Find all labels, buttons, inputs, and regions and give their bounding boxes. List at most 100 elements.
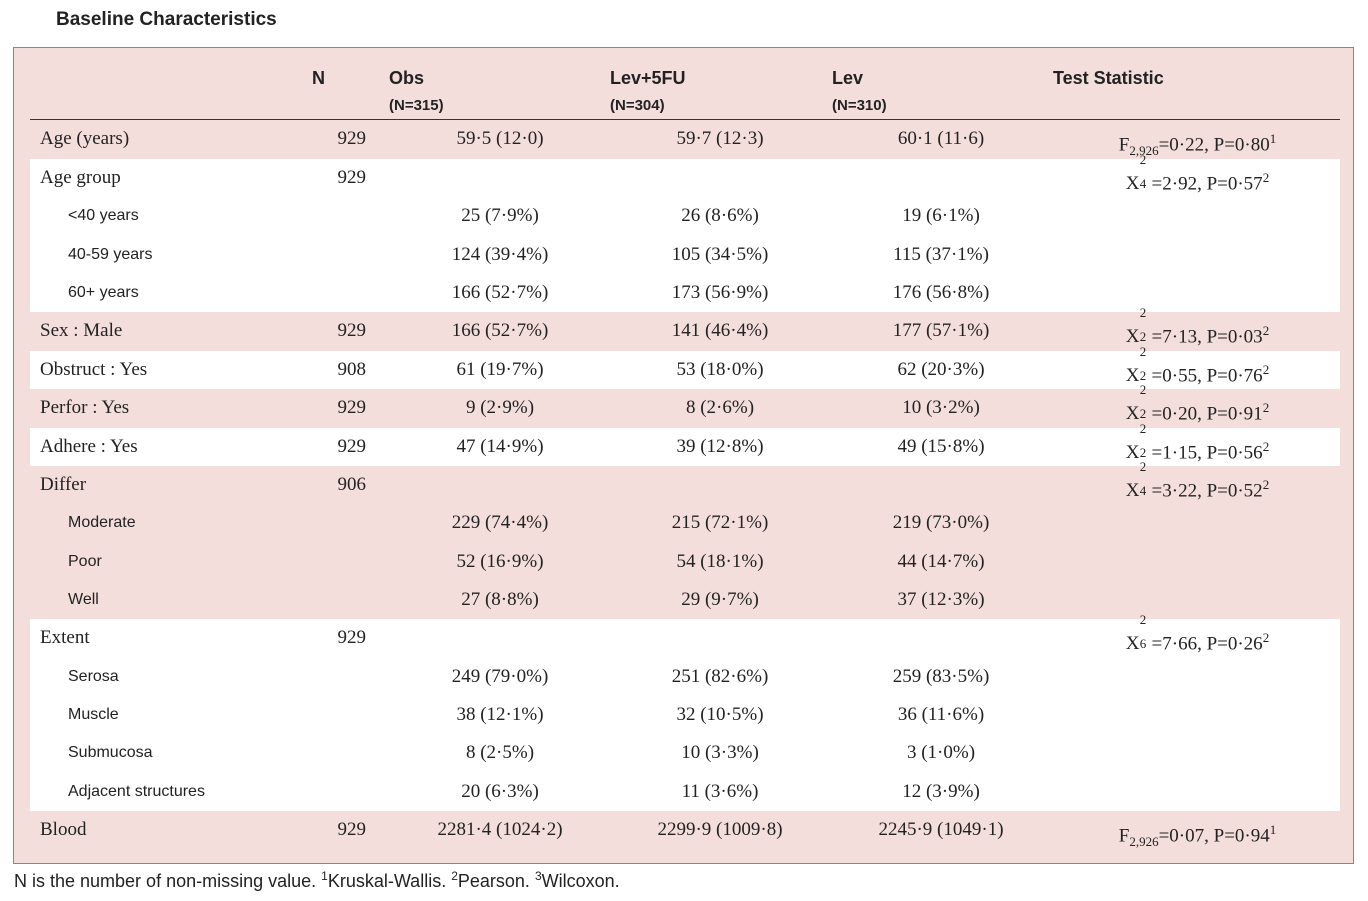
row-n: 929 [337,128,367,149]
row-label: Adjacent structures [68,783,205,800]
header-test-statistic: Test Statistic [1053,68,1164,88]
table-row: Extent 929 X 2 6 =7·66, P=0·262 [0,613,1368,657]
row-obs: 38 (12·1%) [456,704,544,725]
row-label: Obstruct : Yes [40,359,148,380]
row-lev: 62 (20·3%) [897,359,985,380]
header-lev: Lev (N=310) [832,68,887,114]
row-lev: 36 (11·6%) [897,704,985,725]
row-lev: 2245·9 (1049·1) [878,819,1004,840]
row-lev: 49 (15·8%) [897,436,985,457]
row-lev: 3 (1·0%) [906,742,976,763]
row-label: Submucosa [68,744,153,761]
row-lev: 37 (12·3%) [897,589,985,610]
row-obs: 27 (8·8%) [461,589,539,610]
table-row: Obstruct : Yes 908 61 (19·7%) 53 (18·0%)… [0,345,1368,389]
row-lev: 177 (57·1%) [892,320,990,341]
row-test-statistic: X 2 2 =0·55, P=0·762 [1125,344,1270,387]
row-lev: 176 (56·8%) [892,282,990,303]
row-obs: 25 (7·9%) [461,205,539,226]
row-label: Extent [40,627,90,648]
row-label: Muscle [68,706,119,723]
row-obs: 229 (74·4%) [451,512,549,533]
row-obs: 124 (39·4%) [451,244,549,265]
row-n: 929 [337,627,367,648]
table-row: Adjacent structures 20 (6·3%) 11 (3·6%) … [0,773,1368,811]
row-obs: 52 (16·9%) [456,551,544,572]
row-lev5fu: 173 (56·9%) [671,282,769,303]
row-lev: 259 (83·5%) [892,666,990,687]
row-n: 929 [337,397,367,418]
row-lev: 115 (37·1%) [893,244,989,265]
row-obs: 8 (2·5%) [465,742,535,763]
row-label: <40 years [68,207,139,224]
row-lev5fu: 32 (10·5%) [676,704,764,725]
table-row: Age group 929 X 2 4 =2·92, P=0·572 [0,153,1368,197]
row-lev5fu: 2299·9 (1009·8) [657,819,783,840]
row-label: Poor [68,553,102,570]
header-obs-label: Obs [389,68,425,88]
header-obs-count: (N=315) [389,97,444,114]
table-row: Moderate 229 (74·4%) 215 (72·1%) 219 (73… [0,504,1368,542]
table-row: Muscle 38 (12·1%) 32 (10·5%) 36 (11·6%) [0,696,1368,734]
table-row: Perfor : Yes 929 9 (2·9%) 8 (2·6%) 10 (3… [0,383,1368,427]
row-band-agegroup [30,159,1340,312]
row-label: Differ [40,474,87,495]
row-lev5fu: 53 (18·0%) [676,359,764,380]
row-label: Well [68,591,99,608]
row-label: Serosa [68,668,119,685]
row-band-obstruct [30,351,1340,389]
row-test-statistic: X 2 2 =1·15, P=0·562 [1125,421,1270,464]
row-lev5fu: 11 (3·6%) [681,781,759,802]
row-label: Age group [40,167,121,188]
header-obs: Obs (N=315) [389,68,444,114]
header-lev-label: Lev [832,68,864,88]
row-label: Blood [40,819,87,840]
row-lev5fu: 215 (72·1%) [671,512,769,533]
header-lev5fu-count: (N=304) [610,97,665,114]
row-obs: 20 (6·3%) [461,781,539,802]
table-row: Differ 906 X 2 4 =3·22, P=0·522 [0,460,1368,504]
row-band-adhere [30,428,1340,466]
row-lev5fu: 29 (9·7%) [681,589,759,610]
row-test-statistic: F2,926=0·22, P=0·801 [1118,131,1277,159]
table-row: <40 years 25 (7·9%) 26 (8·6%) 19 (6·1%) [0,197,1368,235]
table-title: Baseline Characteristics [56,9,277,30]
row-obs: 61 (19·7%) [456,359,544,380]
row-obs: 249 (79·0%) [451,666,549,687]
row-lev5fu: 105 (34·5%) [671,244,769,265]
table-row: Age (years) 929 59·5 (12·0) 59·7 (12·3) … [0,120,1368,158]
row-n: 908 [337,359,367,380]
row-label: 40-59 years [68,246,153,263]
row-label: Sex : Male [40,320,123,341]
table-footnote: N is the number of non-missing value. 1K… [14,869,620,891]
table-row: 40-59 years 124 (39·4%) 105 (34·5%) 115 … [0,236,1368,274]
row-n: 929 [337,167,367,188]
row-test-statistic: X 2 2 =0·20, P=0·912 [1125,382,1270,425]
row-lev: 44 (14·7%) [897,551,985,572]
row-lev5fu: 26 (8·6%) [681,205,759,226]
row-test-statistic: F2,926=0·07, P=0·941 [1118,822,1277,850]
row-lev5fu: 59·7 (12·3) [676,128,764,149]
row-label: 60+ years [68,284,139,301]
table-row: 60+ years 166 (52·7%) 173 (56·9%) 176 (5… [0,274,1368,312]
row-lev5fu: 39 (12·8%) [676,436,764,457]
header-lev5fu-label: Lev+5FU [610,68,686,88]
header-lev5fu: Lev+5FU (N=304) [610,68,686,114]
row-label: Perfor : Yes [40,397,130,418]
row-obs: 2281·4 (1024·2) [437,819,563,840]
row-lev: 60·1 (11·6) [897,128,985,149]
row-lev: 12 (3·9%) [902,781,980,802]
table-row: Blood 929 2281·4 (1024·2) 2299·9 (1009·8… [0,811,1368,849]
row-label: Moderate [68,514,136,531]
header-n: N [312,68,325,88]
row-band-extent [30,619,1340,811]
header-rule [30,119,1340,120]
row-lev5fu: 54 (18·1%) [676,551,764,572]
row-test-statistic: X 2 6 =7·66, P=0·262 [1125,612,1270,655]
row-lev5fu: 10 (3·3%) [681,742,759,763]
header-lev-count: (N=310) [832,97,887,114]
table-row: Well 27 (8·8%) 29 (9·7%) 37 (12·3%) [0,581,1368,619]
row-lev5fu: 8 (2·6%) [685,397,755,418]
row-n: 929 [337,819,367,840]
row-lev: 10 (3·2%) [902,397,980,418]
